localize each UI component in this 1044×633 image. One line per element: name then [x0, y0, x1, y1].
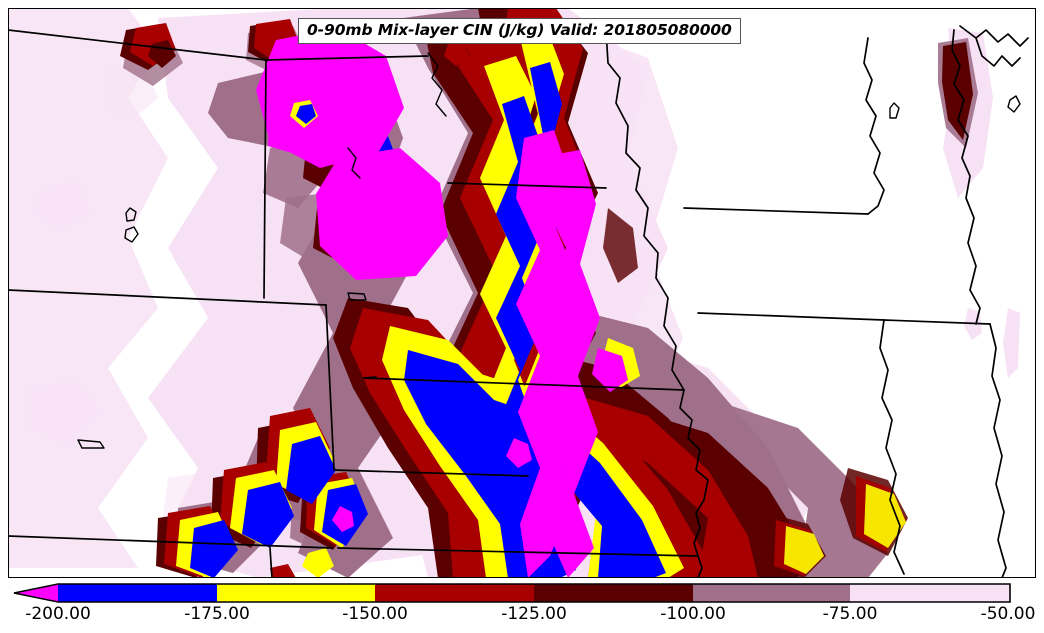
border-montana-wyoming: [8, 29, 267, 61]
colorbar-bands: [13, 583, 1011, 603]
colorbar: -200.00 -175.00 -150.00 -125.00 -100.00 …: [0, 582, 1044, 633]
title-text: 0-90mb Mix-layer CIN (J/kg) Valid: 20180…: [307, 21, 732, 39]
colorbar-tick-4: -100.00: [660, 604, 726, 624]
border-upper-peninsula: [959, 25, 1029, 47]
border-kansas-oklahoma: [337, 547, 699, 557]
border-missouri-west: [697, 555, 703, 578]
colorbar-tick-3: -125.00: [501, 604, 567, 624]
border-wisconsin-illinois: [883, 319, 991, 325]
map-panel: 0-90mb Mix-layer CIN (J/kg) Valid: 20180…: [8, 8, 1036, 578]
colorbar-tick-5: -75.00: [822, 604, 878, 624]
colorbar-band-pale-pink: [850, 584, 1010, 602]
lake-glyph-michigan: [1007, 95, 1021, 113]
colorbar-outline: [13, 583, 1011, 603]
border-southdakota-nebraska: [363, 376, 377, 379]
colorbar-band-extend-min: [14, 584, 58, 602]
lake-glyph-idaho: [125, 207, 137, 222]
state-boundaries: [8, 25, 1029, 578]
border-colorado-newmexico: [8, 535, 333, 549]
border-minnesota-wisconsin: [863, 37, 885, 215]
cin-contour-field: [8, 8, 1036, 578]
colorbar-band-yellow: [217, 584, 375, 602]
colorbar-tick-1: -175.00: [184, 604, 250, 624]
title-box: 0-90mb Mix-layer CIN (J/kg) Valid: 20180…: [298, 18, 741, 44]
border-utah-colorado: [325, 304, 335, 471]
border-wyoming-colorado: [8, 289, 327, 306]
border-nebraska-kansas: [363, 377, 685, 391]
border-idaho-wyoming: [263, 59, 267, 299]
colorbar-band-blue: [58, 584, 217, 602]
border-missouri-river-north: [605, 29, 685, 391]
colorbar-tick-0: -200.00: [25, 604, 91, 624]
colorbar-tick-6: -50.00: [980, 604, 1036, 624]
river-glyph-missouri-upper: [427, 52, 447, 117]
border-illinois-indiana: [989, 323, 1007, 578]
border-iowa-missouri: [697, 312, 885, 321]
colorbar-swatches: [13, 583, 1011, 603]
border-panhandle-west: [269, 547, 273, 578]
border-lake-shore-north: [975, 37, 1021, 67]
border-missouri-mississippi-river: [879, 319, 905, 575]
river-glyph-montana: [347, 147, 361, 179]
colorbar-tick-2: -150.00: [342, 604, 408, 624]
lake-glyph-colorado: [347, 292, 367, 301]
colorbar-band-mauve: [693, 584, 850, 602]
colorbar-band-red: [375, 584, 534, 602]
colorbar-tick-labels: -200.00 -175.00 -150.00 -125.00 -100.00 …: [0, 604, 1044, 632]
border-iowa-minnesota: [683, 207, 869, 215]
border-nebraska-iowa: [679, 389, 709, 557]
border-canada-us: [265, 55, 429, 61]
border-northdakota-southdakota: [447, 182, 607, 189]
border-lake-michigan-shore: [951, 29, 981, 325]
colorbar-band-dark-maroon: [534, 584, 693, 602]
lake-glyph-minnesota: [889, 102, 900, 119]
lake-glyph-utah: [77, 439, 105, 449]
border-colorado-kansas-south: [333, 469, 529, 477]
lake-glyph-idaho-2: [124, 226, 139, 243]
